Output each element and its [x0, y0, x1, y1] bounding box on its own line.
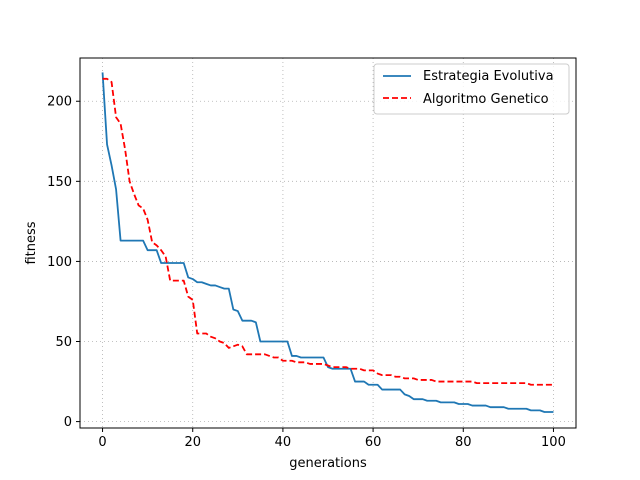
x-tick-label: 20	[184, 435, 201, 450]
x-axis-label: generations	[289, 456, 367, 471]
y-axis-ticks: 0 50 100 150 200	[47, 95, 80, 430]
legend-label-series-0: Estrategia Evolutiva	[423, 69, 554, 84]
y-axis-label: fitness	[24, 221, 39, 264]
x-tick-label: 0	[98, 435, 106, 450]
series-line-0	[101, 72, 554, 413]
x-tick-label: 80	[455, 435, 472, 450]
y-tick-label: 0	[64, 415, 72, 430]
legend-box	[373, 63, 570, 115]
series-lines	[101, 72, 554, 413]
legend: Estrategia Evolutiva Algoritmo Genetico	[373, 63, 570, 115]
y-tick-label: 200	[47, 95, 72, 110]
x-tick-label: 100	[541, 435, 566, 450]
x-axis-ticks: 0 20 40 60 80 100	[98, 428, 566, 450]
series-line-1	[102, 77, 554, 386]
x-tick-label: 40	[275, 435, 292, 450]
legend-label-series-1: Algoritmo Genetico	[423, 92, 549, 107]
grid	[80, 58, 576, 428]
y-tick-label: 50	[55, 335, 72, 350]
x-tick-label: 60	[365, 435, 382, 450]
plot-frame	[79, 57, 577, 429]
y-tick-label: 100	[47, 255, 72, 270]
y-tick-label: 150	[47, 175, 72, 190]
